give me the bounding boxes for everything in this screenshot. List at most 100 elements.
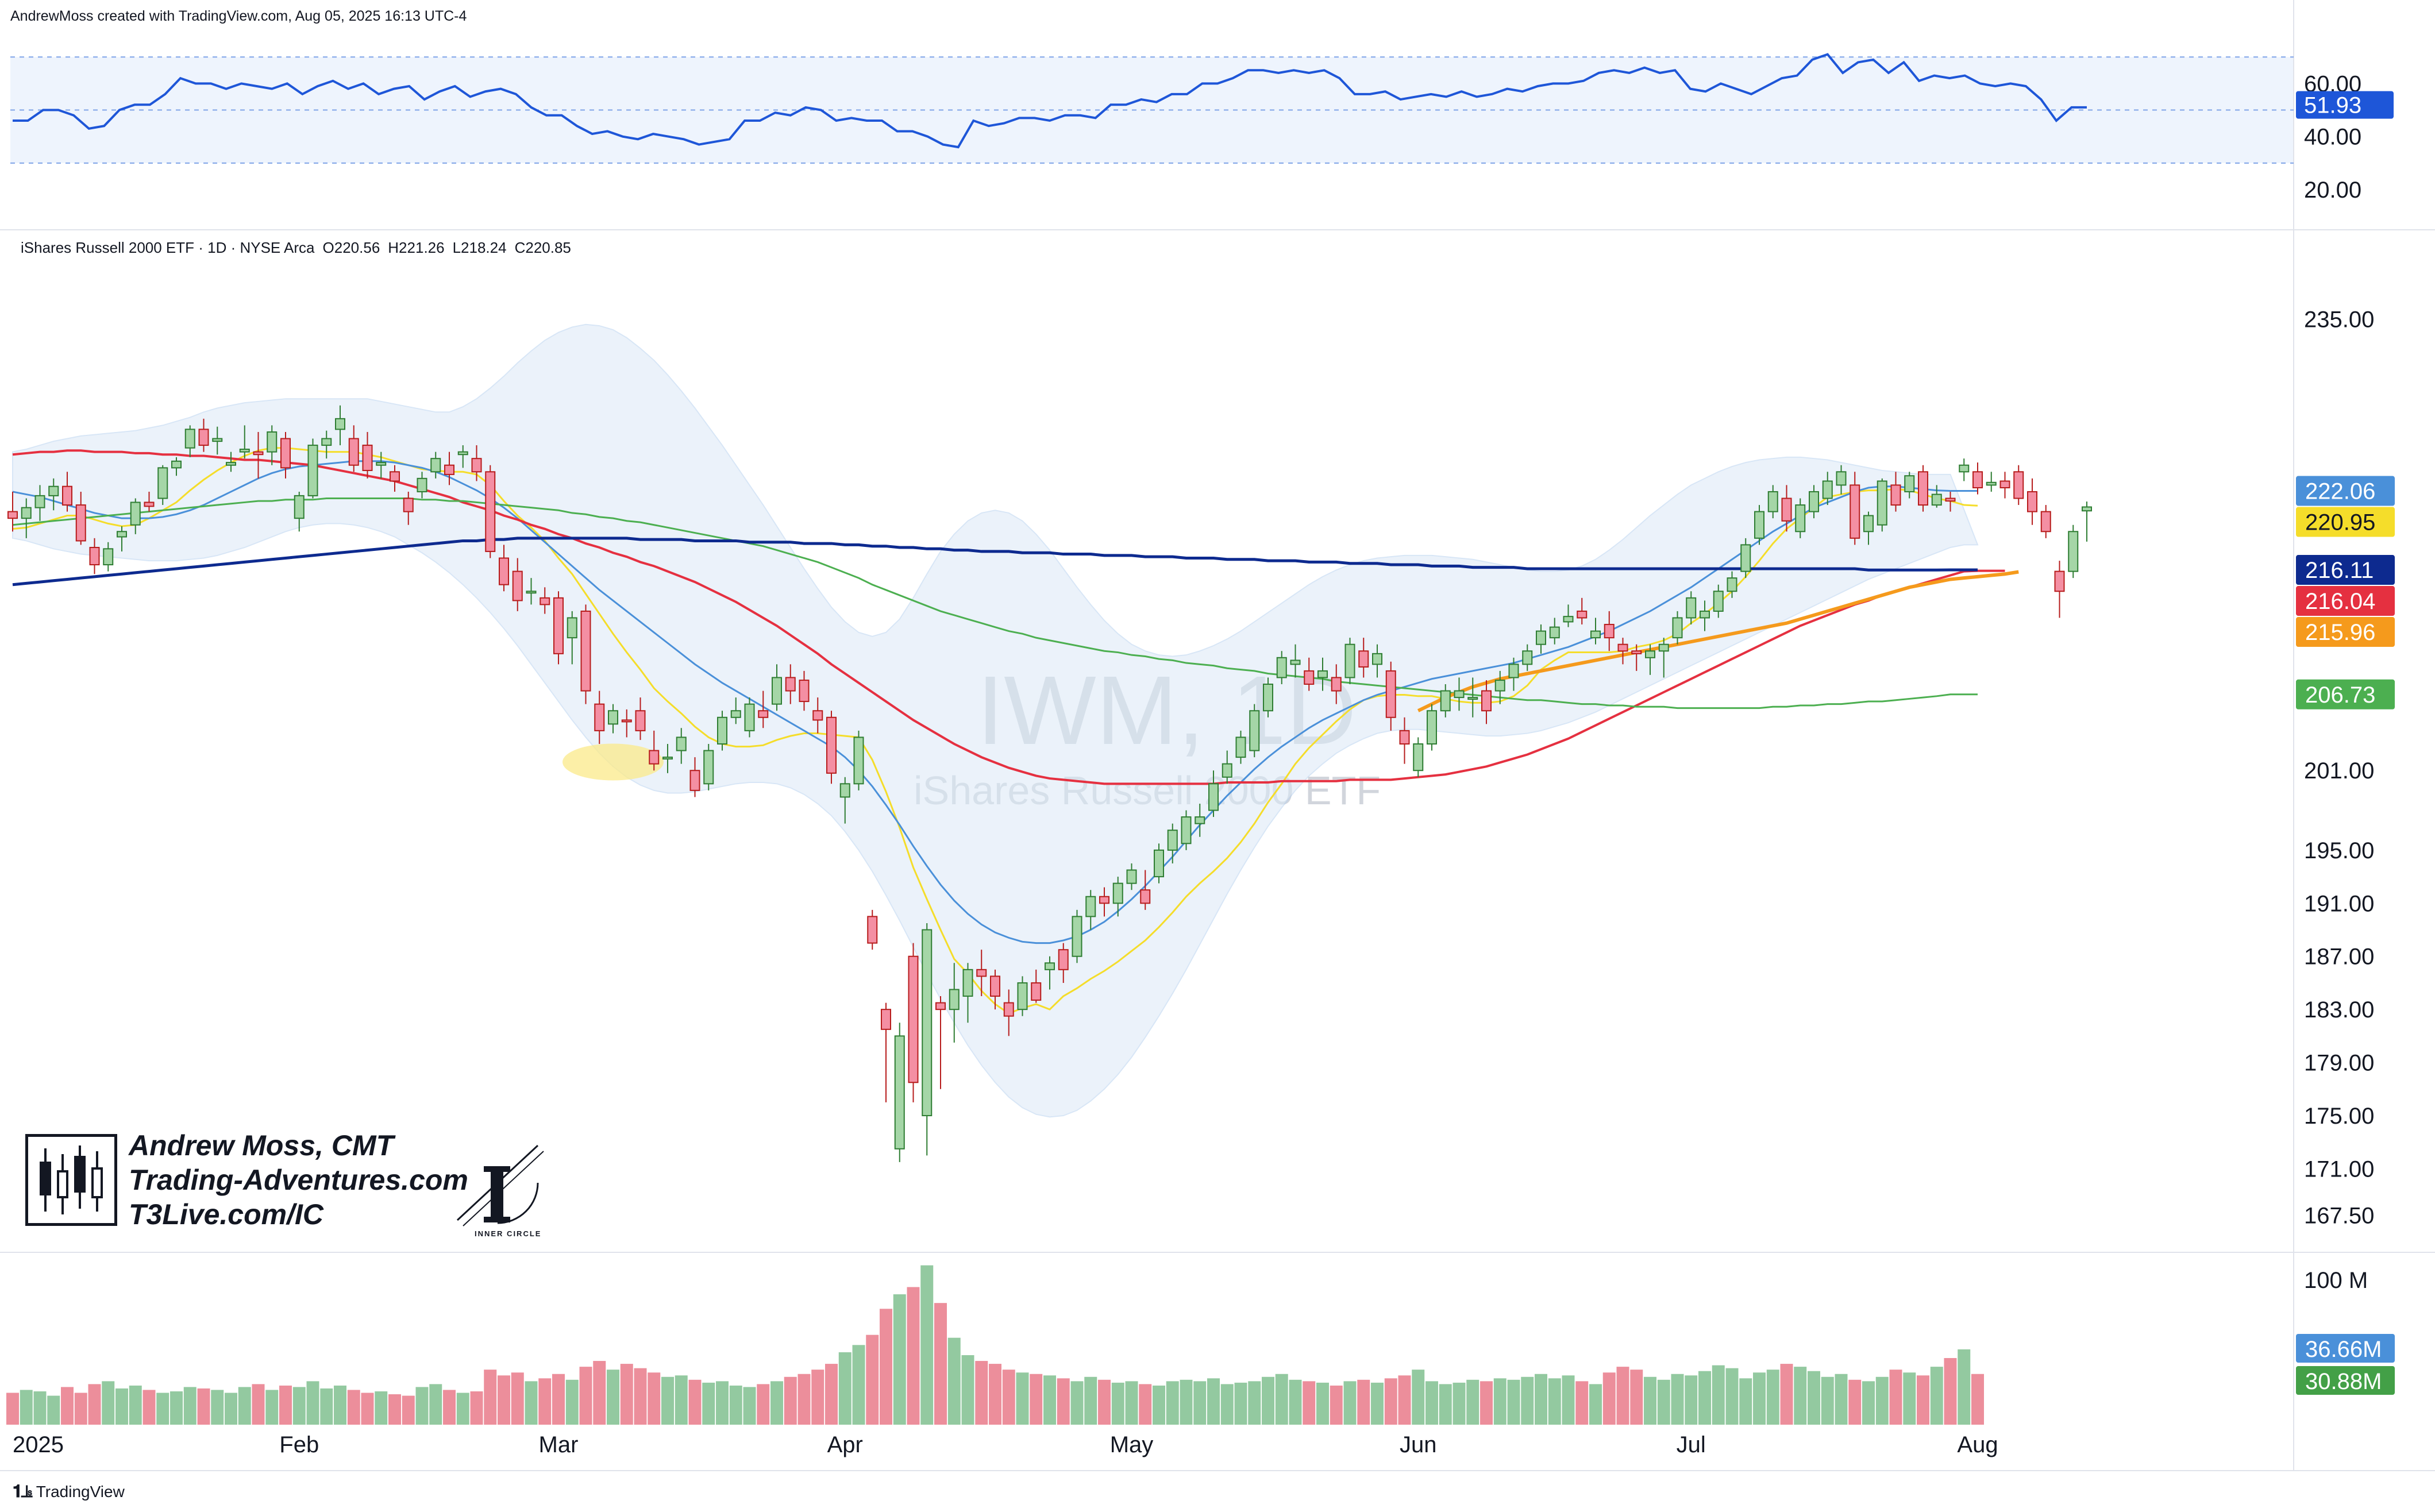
- candle: [689, 757, 700, 797]
- candle-body: [635, 710, 646, 731]
- candle: [1072, 909, 1082, 963]
- tradingview-footer[interactable]: 𝟏⫡ TradingView: [13, 1482, 125, 1502]
- candle-body: [1972, 471, 1983, 489]
- price-tick-label: 201.00: [2304, 758, 2374, 784]
- candle-body: [499, 557, 509, 585]
- candle: [239, 425, 250, 459]
- candle: [2068, 524, 2079, 578]
- volume-bar: [1848, 1379, 1862, 1425]
- price-tag-sma50: [2296, 586, 2395, 616]
- volume-bar: [920, 1265, 934, 1425]
- candle: [1235, 730, 1246, 764]
- candle: [949, 963, 960, 1043]
- candle-body: [1427, 710, 1437, 745]
- volume-bar: [1507, 1379, 1520, 1425]
- candle-body: [1890, 484, 1901, 506]
- candle-body: [649, 750, 660, 765]
- candle-body: [1249, 710, 1260, 751]
- volume-bar: [484, 1370, 497, 1425]
- candle-body: [403, 497, 414, 512]
- volume-bar: [498, 1375, 510, 1425]
- rsi-line: [13, 53, 2087, 149]
- candle: [867, 909, 878, 950]
- candle-body: [2068, 531, 2079, 572]
- candle-body: [1850, 484, 1860, 539]
- candle: [1563, 604, 1574, 627]
- volume-bar: [238, 1387, 251, 1425]
- volume-bar: [20, 1390, 33, 1425]
- candle-body: [1317, 670, 1328, 678]
- volume-bar: [1808, 1371, 1820, 1425]
- candle: [1604, 611, 1615, 651]
- candle-body: [1276, 657, 1287, 678]
- candle-body: [376, 462, 387, 466]
- candle: [7, 491, 18, 532]
- candle: [1358, 638, 1369, 678]
- candle-body: [21, 507, 32, 519]
- sma50-line: [12, 449, 2005, 785]
- candle: [512, 558, 523, 611]
- volume-bar: [1944, 1358, 1957, 1425]
- candle: [567, 611, 577, 665]
- candle-body: [922, 929, 933, 1117]
- candle: [1195, 803, 1205, 837]
- candle-body: [839, 783, 850, 798]
- candle: [1918, 465, 1928, 512]
- volume-ma-label: 36.66M: [2305, 1337, 2382, 1362]
- candle-body: [1686, 597, 1697, 619]
- ohlc-open: O220.56: [322, 239, 380, 256]
- candle: [1836, 465, 1847, 495]
- candle: [962, 963, 973, 1023]
- volume-bar: [1739, 1378, 1752, 1425]
- volume-bar: [1835, 1374, 1848, 1425]
- candle: [908, 943, 919, 1102]
- candle: [499, 545, 509, 592]
- candle-body: [662, 757, 673, 760]
- volume-bar: [252, 1384, 265, 1425]
- volume-bar: [375, 1391, 388, 1425]
- symbol-name: iShares Russell 2000 ETF · 1D · NYSE Arc…: [21, 239, 315, 256]
- volume-bar: [1644, 1376, 1656, 1425]
- volume-bar: [1862, 1381, 1875, 1425]
- candle-body: [1031, 982, 1042, 1001]
- candle-body: [1358, 650, 1369, 668]
- candle: [635, 697, 646, 740]
- candle-body: [362, 445, 373, 471]
- volume-bar: [1794, 1367, 1807, 1425]
- candle: [1972, 462, 1983, 495]
- inner-circle-caption: INNER CIRCLE: [475, 1229, 542, 1238]
- volume-bar: [565, 1379, 579, 1425]
- candle-body: [157, 467, 168, 499]
- candle-body: [294, 495, 305, 519]
- candle-body: [1413, 743, 1424, 772]
- candle-body: [1986, 481, 1997, 486]
- volume-bar: [1930, 1367, 1943, 1425]
- price-tick-label: 195.00: [2304, 838, 2374, 863]
- candle-body: [117, 531, 127, 538]
- candle: [198, 418, 209, 452]
- candle: [21, 498, 32, 538]
- volume-bar: [607, 1370, 619, 1425]
- candle-body: [990, 975, 1000, 997]
- candle: [457, 445, 468, 468]
- candle-body: [1549, 626, 1560, 639]
- candle: [935, 996, 946, 1089]
- candle: [2054, 561, 2065, 618]
- volume-bar: [1234, 1382, 1247, 1425]
- candle-body: [1740, 544, 1751, 572]
- volume-bar: [1698, 1371, 1711, 1425]
- candle: [1481, 680, 1492, 724]
- price-tag-label: 222.06: [2305, 479, 2375, 504]
- volume-bar: [361, 1393, 374, 1425]
- volume-bar: [525, 1381, 538, 1425]
- candle-body: [144, 502, 155, 507]
- candle: [1931, 485, 1942, 508]
- candle: [1577, 597, 1588, 625]
- volume-bar: [1180, 1379, 1193, 1425]
- candle: [621, 709, 632, 738]
- rsi-last-value-tag: [2296, 91, 2394, 119]
- sma200-line: [12, 537, 1978, 587]
- candle: [1167, 823, 1178, 863]
- volume-bar: [961, 1355, 974, 1425]
